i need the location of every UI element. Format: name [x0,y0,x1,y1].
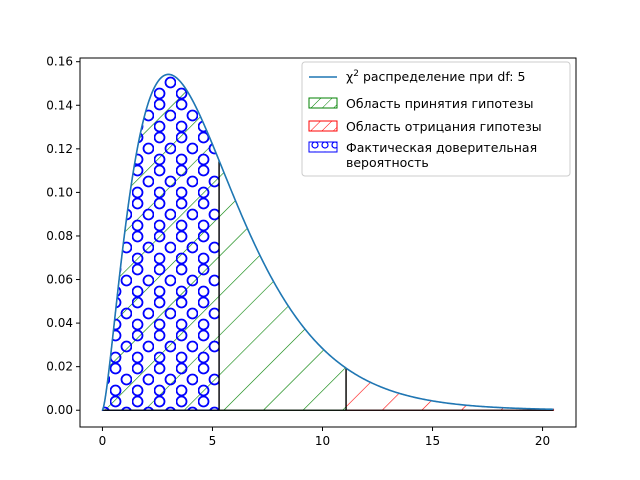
x-tick-label: 20 [535,434,550,448]
x-axis: 0 5 10 15 20 [99,427,550,448]
pdf-curve [101,73,554,411]
plot-frame [79,57,577,428]
legend-label-observed-line1: Фактическая доверительная [346,140,537,155]
legend-label-pdf: χ2 распределение при df: 5 [346,69,525,84]
y-tick-label: 0.12 [46,142,73,156]
plot-lines [101,73,554,411]
x-tick-label: 15 [425,434,440,448]
y-tick-label: 0.06 [46,273,73,287]
x-tick-label: 5 [209,434,217,448]
x-tick-label: 10 [315,434,330,448]
legend-label-observed-line2: вероятность [346,155,429,170]
y-tick-label: 0.04 [46,316,73,330]
y-tick-label: 0.00 [46,403,73,417]
legend-label-rejection: Область отрицания гипотезы [346,119,542,134]
y-tick-label: 0.08 [46,229,73,243]
legend-swatch-acceptance [308,97,338,109]
legend-box [301,61,571,177]
y-tick-label: 0.14 [46,98,73,112]
y-tick-label: 0.10 [46,185,73,199]
legend-swatch-rejection [308,120,338,132]
y-tick-label: 0.02 [46,360,73,374]
legend: χ2 распределение при df: 5 Область приня… [301,61,571,177]
observed-probability-area [101,73,220,411]
legend-label-acceptance: Область принятия гипотезы [346,96,534,111]
y-axis: 0.00 0.02 0.04 0.06 0.08 0.10 0.12 0.14 0.16 [46,55,80,417]
x-tick-label: 0 [99,434,107,448]
legend-swatch-observed [308,141,338,153]
y-tick-label: 0.16 [46,55,73,69]
